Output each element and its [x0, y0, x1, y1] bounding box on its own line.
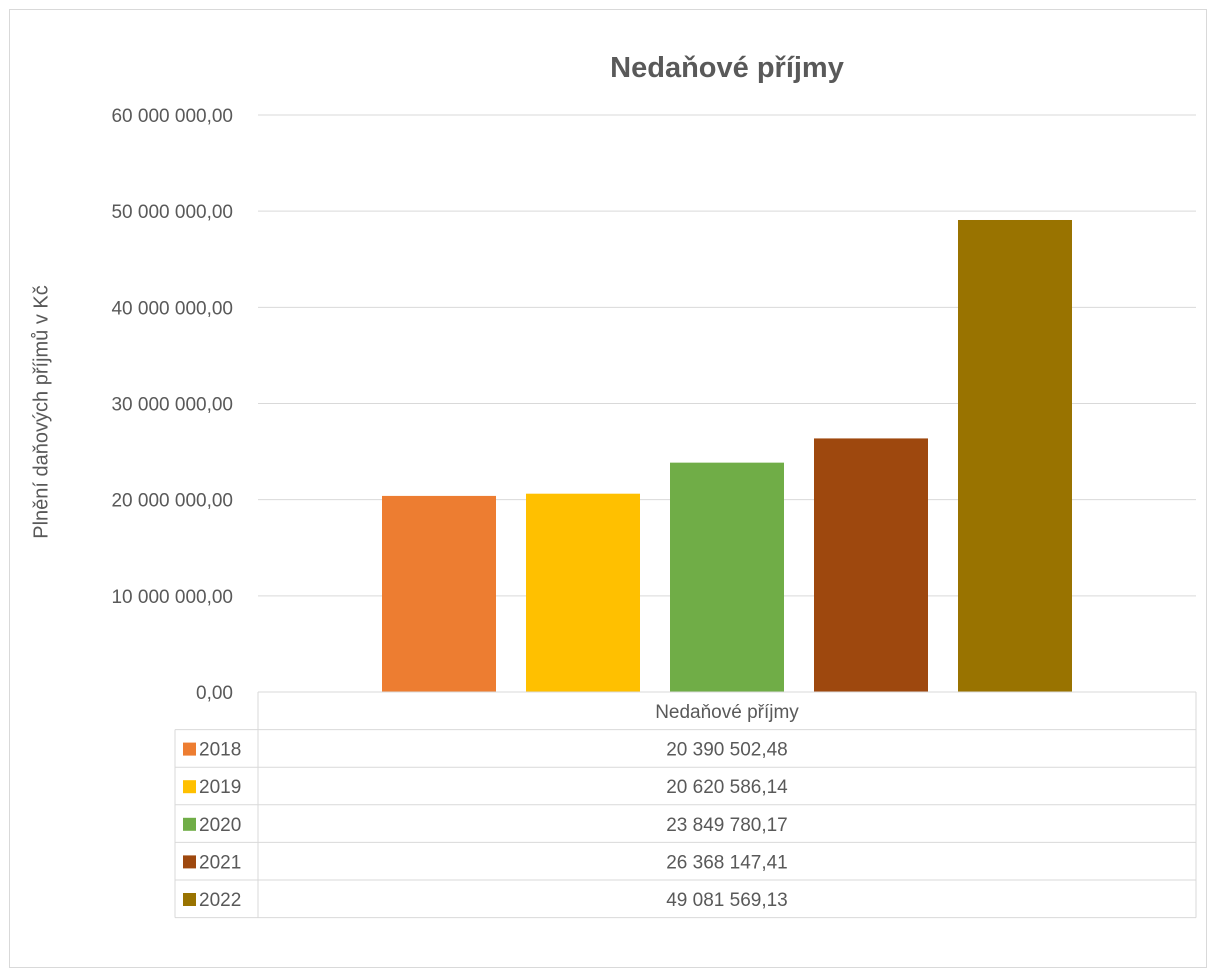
table-series-name: 2018 — [199, 740, 241, 761]
table-series-name: 2020 — [199, 815, 241, 836]
legend-swatch-2020 — [183, 817, 196, 831]
legend-swatch-2018 — [183, 742, 196, 756]
bar-2018 — [382, 495, 496, 692]
bar-2020 — [670, 462, 784, 692]
bar-2019 — [526, 493, 640, 692]
legend-swatch-2019 — [183, 780, 196, 794]
table-value: 20 620 586,14 — [666, 777, 788, 798]
y-tick-label: 10 000 000,00 — [111, 587, 233, 608]
table-series-name: 2019 — [199, 777, 241, 798]
y-tick-label: 30 000 000,00 — [111, 395, 233, 416]
table-header-category: Nedaňové příjmy — [655, 702, 799, 723]
bar-2022 — [958, 219, 1072, 693]
legend-swatch-2021 — [183, 855, 196, 869]
table-value: 20 390 502,48 — [666, 740, 788, 761]
chart-title: Nedaňové příjmy — [610, 52, 844, 84]
y-tick-label: 20 000 000,00 — [111, 491, 233, 512]
table-series-name: 2022 — [199, 890, 241, 911]
table-value: 26 368 147,41 — [666, 852, 788, 873]
y-tick-label: 60 000 000,00 — [111, 106, 233, 127]
y-tick-label: 40 000 000,00 — [111, 298, 233, 319]
bar-2021 — [814, 438, 928, 692]
table-series-name: 2021 — [199, 852, 241, 873]
table-value: 23 849 780,17 — [666, 815, 788, 836]
y-tick-label: 0,00 — [196, 683, 233, 704]
table-value: 49 081 569,13 — [666, 890, 788, 911]
y-tick-label: 50 000 000,00 — [111, 202, 233, 223]
legend-swatch-2022 — [183, 893, 196, 906]
